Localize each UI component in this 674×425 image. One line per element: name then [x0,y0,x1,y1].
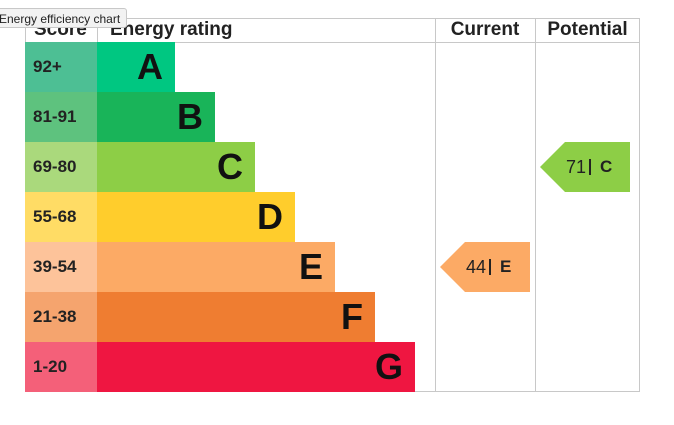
potential-arrow [540,142,630,192]
score-cell: 55-68 [25,192,97,242]
score-cell: 69-80 [25,142,97,192]
rating-bar: E [97,242,335,292]
potential-value: 71 [565,156,586,177]
potential-rating: C [600,157,613,176]
header-current: Current [450,19,520,40]
current-value: 44 [465,256,486,277]
rating-bar: G [97,342,415,392]
score-cell: 92+ [25,42,97,92]
rating-bar: C [97,142,255,192]
score-cell: 21-38 [25,292,97,342]
current-rating: E [500,257,512,276]
score-cell: 81-91 [25,92,97,142]
score-cell: 39-54 [25,242,97,292]
current-arrow [440,242,530,292]
tooltip: Energy efficiency chart [0,8,128,28]
score-cell: 1-20 [25,342,97,392]
header-potential: Potential [547,19,628,40]
rating-bar: B [97,92,215,142]
rating-bar: F [97,292,375,342]
rating-bar: A [97,42,175,92]
header-rating: Energy rating [110,19,233,40]
rating-bar: D [97,192,295,242]
